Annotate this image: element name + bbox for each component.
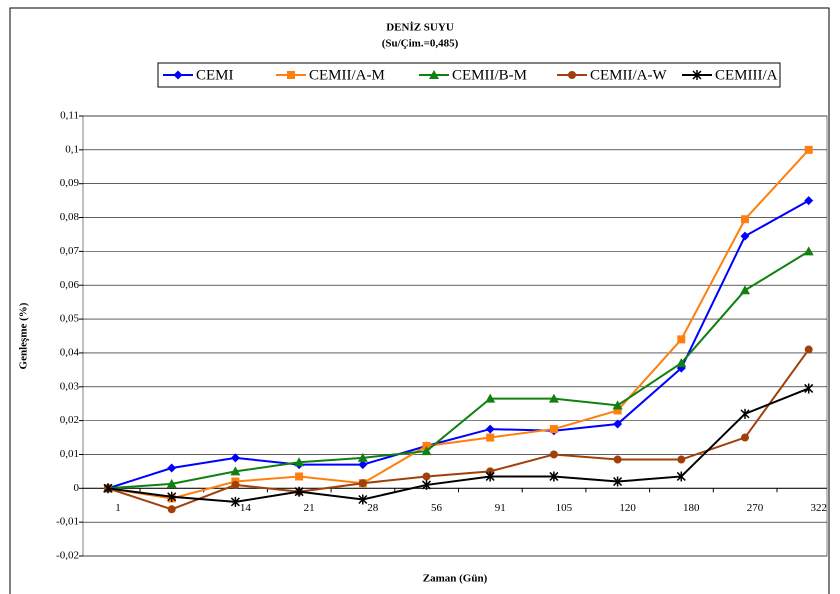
- y-tick-label: 0,03: [60, 380, 80, 392]
- data-point: [294, 457, 305, 467]
- legend-marker: [692, 70, 702, 80]
- series-line: [107, 149, 810, 500]
- y-tick-label: 0,01: [60, 448, 79, 460]
- series-line: [107, 199, 810, 490]
- series-line: [107, 250, 810, 490]
- x-axis-label: Zaman (Gün): [423, 573, 488, 585]
- data-point: [294, 486, 304, 497]
- data-point: [740, 408, 750, 419]
- data-point: [486, 433, 495, 442]
- data-point: [485, 471, 495, 482]
- legend-marker: [173, 70, 183, 80]
- data-point: [677, 455, 686, 464]
- x-tick-label: 21: [304, 502, 315, 514]
- data-point: [167, 505, 176, 514]
- series-line: [107, 348, 810, 511]
- y-tick-label: -0,02: [56, 550, 79, 562]
- legend-label: CEMI: [196, 67, 234, 83]
- y-tick-label: 0,02: [60, 414, 79, 426]
- legend-marker: [568, 71, 576, 79]
- data-point: [230, 496, 240, 507]
- data-point: [230, 453, 240, 463]
- y-tick-label: 0,04: [60, 346, 80, 358]
- data-point: [804, 196, 814, 206]
- data-point: [167, 463, 177, 473]
- data-point: [166, 478, 177, 488]
- series-line: [107, 387, 810, 503]
- data-point: [803, 246, 814, 256]
- legend-label: CEMIII/A: [715, 67, 778, 83]
- data-point: [612, 400, 623, 410]
- y-tick-label: 0,08: [60, 211, 80, 223]
- data-point: [613, 406, 622, 415]
- data-point: [549, 425, 558, 434]
- data-point: [167, 491, 177, 502]
- y-tick-label: 0,11: [60, 110, 79, 122]
- data-point: [804, 145, 813, 154]
- legend-marker: [287, 71, 295, 79]
- y-tick-label: 0,1: [65, 143, 79, 155]
- data-point: [613, 476, 623, 487]
- x-tick-label: 105: [556, 502, 573, 514]
- data-point: [486, 467, 495, 476]
- legend-label: CEMII/B-M: [452, 67, 527, 83]
- data-point: [613, 419, 623, 429]
- y-tick-label: 0,06: [60, 279, 80, 291]
- data-point: [740, 231, 750, 241]
- chart-subtitle: (Su/Çim.=0,485): [382, 38, 459, 50]
- plot-area: [82, 115, 828, 557]
- x-tick-label: 91: [495, 502, 506, 514]
- y-tick-label: 0,05: [60, 313, 80, 325]
- data-point: [677, 335, 686, 344]
- data-point: [549, 471, 559, 482]
- x-tick-label: 120: [619, 502, 636, 514]
- data-point: [358, 479, 367, 488]
- data-point: [549, 450, 558, 459]
- data-point: [421, 479, 432, 490]
- data-point: [804, 345, 813, 354]
- data-point: [422, 442, 431, 450]
- x-tick-label: 180: [683, 502, 700, 514]
- legend-label: CEMII/A-M: [309, 67, 385, 83]
- y-tick-label: -0,01: [56, 516, 79, 528]
- x-tick-label: 322: [810, 502, 827, 514]
- data-point: [741, 433, 749, 442]
- data-point: [231, 480, 240, 489]
- legend: [157, 62, 781, 88]
- data-point: [676, 358, 687, 368]
- data-point: [740, 285, 750, 295]
- y-tick-label: 0: [74, 482, 80, 494]
- legend-marker: [429, 70, 439, 79]
- x-tick-label: 1: [115, 502, 121, 514]
- data-point: [676, 471, 686, 482]
- y-tick-label: 0,07: [60, 245, 80, 257]
- data-point: [485, 424, 495, 434]
- x-tick-label: 14: [240, 502, 252, 514]
- chart-title: DENİZ SUYU: [386, 22, 454, 34]
- data-point: [358, 494, 368, 505]
- data-point: [422, 472, 431, 481]
- data-point: [548, 393, 559, 403]
- x-tick-label: 28: [367, 502, 379, 514]
- data-point: [485, 393, 496, 403]
- data-point: [358, 460, 368, 470]
- y-axis-label: Genleşme (%): [18, 302, 30, 369]
- data-point: [103, 483, 113, 494]
- y-tick-label: 0,09: [60, 177, 80, 189]
- data-point: [421, 446, 432, 456]
- data-point: [613, 455, 622, 464]
- x-tick-label: 56: [431, 502, 443, 514]
- legend-label: CEMII/A-W: [590, 67, 667, 83]
- data-point: [295, 472, 304, 481]
- data-point: [230, 466, 241, 476]
- data-point: [804, 383, 814, 394]
- data-point: [741, 215, 749, 224]
- x-tick-label: 270: [747, 502, 764, 514]
- data-point: [357, 452, 368, 462]
